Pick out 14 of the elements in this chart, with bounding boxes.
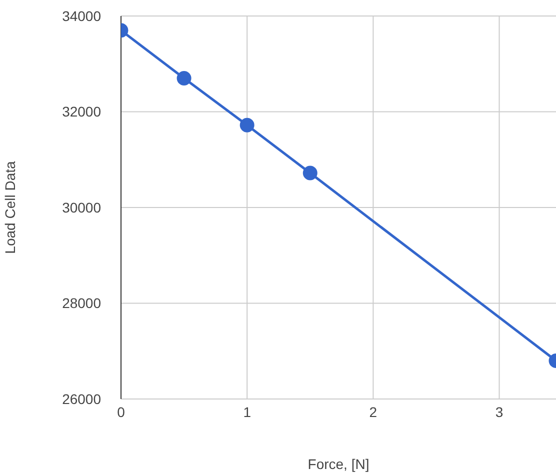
- y-tick-label: 34000: [62, 8, 102, 24]
- x-tick-label: 0: [117, 404, 126, 420]
- y-axis-title: Load Cell Data: [2, 160, 18, 254]
- point: [240, 118, 254, 132]
- x-tick-label: 2: [369, 404, 378, 420]
- y-tick-label: 26000: [62, 390, 102, 407]
- point: [302, 166, 318, 180]
- y-tick-label: 28000: [62, 295, 102, 312]
- y-tick-label: 30000: [62, 199, 102, 216]
- x-axis-title: Force, [N]: [308, 456, 370, 472]
- x-tick-label: 3: [495, 404, 504, 420]
- point: [176, 70, 192, 86]
- y-tick-label: 32000: [62, 104, 102, 120]
- x-tick-label: 1: [243, 404, 252, 420]
